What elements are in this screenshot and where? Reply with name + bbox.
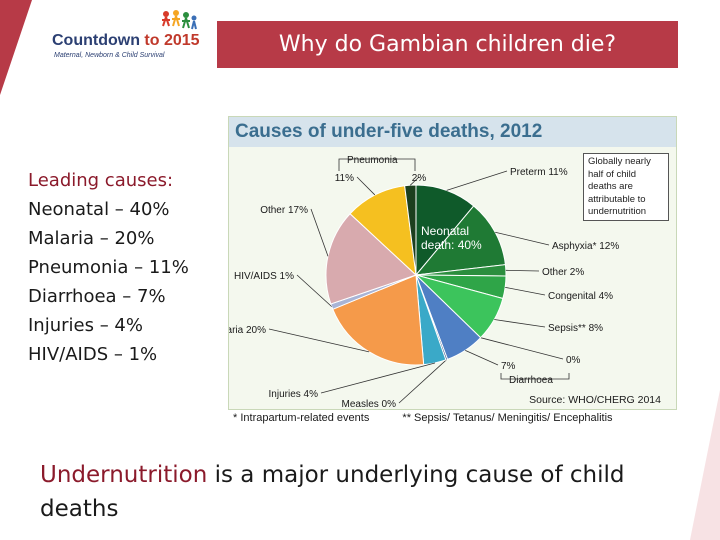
footnote-intrapartum: * Intrapartum-related events	[233, 412, 370, 424]
leading-causes-heading: Leading causes:	[28, 170, 174, 191]
leader-line	[446, 170, 508, 191]
cause-item: Neonatal – 40%	[28, 199, 170, 220]
slice-label: 7%	[501, 361, 516, 372]
leader-line	[505, 286, 546, 296]
leader-line	[505, 269, 540, 272]
leader-line	[268, 328, 370, 353]
footnote-sepsis: ** Sepsis/ Tetanus/ Meningitis/ Encephal…	[402, 412, 613, 424]
leader-line	[495, 231, 550, 246]
cause-item: Malaria – 20%	[28, 228, 155, 249]
note-line: attributable to	[588, 193, 646, 205]
pneumonia-label: Pneumonia	[347, 155, 398, 166]
countdown-logo: Countdown to 2015 Maternal, Newborn & Ch…	[52, 10, 202, 65]
slice-label: Sepsis** 8%	[548, 323, 603, 334]
diarrhoea-label: Diarrhoea	[509, 375, 553, 386]
leader-line	[465, 349, 499, 366]
undernutrition-emphasis: Undernutrition	[40, 462, 208, 488]
leader-line	[310, 208, 329, 257]
slice-label: 11%	[335, 173, 354, 184]
slide-title: Why do Gambian children die?	[217, 21, 678, 68]
center-label: Neonatal	[421, 224, 469, 238]
people-figures-icon	[162, 10, 197, 30]
leader-line	[410, 176, 420, 186]
pneumonia-bracket	[338, 158, 416, 171]
cause-item: Diarrhoea – 7%	[28, 286, 166, 307]
pie-slice	[332, 274, 425, 366]
center-label: death: 40%	[421, 238, 482, 252]
footnotes: * Intrapartum-related events ** Sepsis/ …	[233, 412, 613, 424]
logo-name: Countdown to 2015	[52, 32, 200, 49]
leader-line	[320, 362, 436, 394]
corner-decoration-bottom-right	[690, 390, 720, 540]
slice-label: Measles 0%	[342, 399, 397, 409]
slice-label: Other 17%	[260, 205, 308, 216]
slice-label: Malaria 20%	[229, 325, 266, 336]
undernutrition-rest: is a major underlying cause of child dea…	[40, 462, 625, 522]
leading-causes-list: Leading causes: Neonatal – 40% Malaria –…	[28, 166, 189, 369]
pie-slice	[325, 213, 417, 305]
slice-label: Other 2%	[542, 267, 584, 278]
slice-label: Congenital 4%	[548, 291, 613, 302]
slice-label: HIV/AIDS 1%	[234, 271, 294, 282]
diarrhoea-bracket	[500, 373, 570, 380]
note-line: half of child	[588, 168, 637, 180]
leader-line	[494, 319, 546, 328]
note-line: undernutrition	[588, 206, 647, 217]
chart-source: Source: WHO/CHERG 2014	[529, 394, 661, 406]
pie-slice	[414, 205, 506, 276]
leader-line	[398, 359, 447, 404]
slice-label: 0%	[566, 355, 581, 366]
leader-line	[296, 274, 333, 307]
leader-line	[356, 176, 376, 196]
slice-label: Injuries 4%	[269, 389, 319, 400]
cause-item: Injuries – 4%	[28, 315, 143, 336]
cause-item: Pneumonia – 11%	[28, 257, 189, 278]
slice-label: 2%	[412, 173, 427, 184]
note-line: deaths are	[588, 181, 633, 192]
undernutrition-statement: Undernutrition is a major underlying cau…	[40, 458, 660, 526]
chart-title: Causes of under-five deaths, 2012	[229, 117, 676, 147]
cause-item: HIV/AIDS – 1%	[28, 344, 158, 365]
note-box: Globally nearly half of child deaths are…	[583, 153, 669, 221]
logo-tagline: Maternal, Newborn & Child Survival	[54, 52, 165, 59]
slice-label: Asphyxia* 12%	[552, 241, 619, 252]
corner-decoration-top-left	[0, 0, 32, 95]
leader-line	[480, 337, 564, 360]
pie-chart: Preterm 11% Asphyxia* 12% Other 2% Congenit…	[229, 155, 661, 409]
slice-label: Preterm 11%	[510, 167, 568, 178]
pie-chart-panel: Causes of under-five deaths, 2012 Preter…	[228, 116, 677, 410]
note-line: Globally nearly	[588, 156, 651, 167]
